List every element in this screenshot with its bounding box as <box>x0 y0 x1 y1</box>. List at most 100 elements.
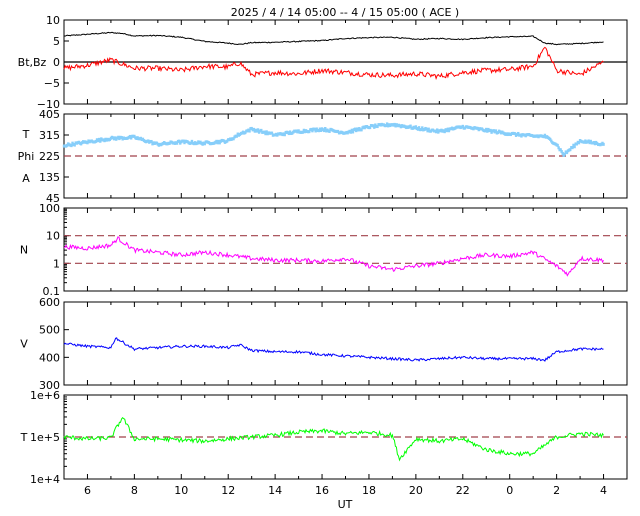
y-axis-label-3: A <box>22 172 30 185</box>
data-point <box>308 130 311 134</box>
x-tick-label: 14 <box>268 484 282 497</box>
panel-frame <box>63 207 628 292</box>
data-point <box>311 129 314 133</box>
x-tick-label: 8 <box>131 484 138 497</box>
y-tick-label: 1e+4 <box>30 473 60 486</box>
data-point <box>301 130 305 134</box>
data-point <box>563 152 566 156</box>
data-point <box>557 146 560 150</box>
data-point <box>573 145 576 149</box>
y-tick-label: 1 <box>53 257 60 270</box>
data-point <box>489 128 492 132</box>
y-tick-label: −10 <box>37 98 60 111</box>
data-point <box>360 128 363 132</box>
y-tick-label: 600 <box>39 296 60 309</box>
data-point <box>350 128 354 132</box>
data-point <box>264 132 267 136</box>
data-point <box>252 127 255 131</box>
data-point <box>372 124 375 128</box>
data-point <box>571 146 574 150</box>
data-point <box>485 127 488 131</box>
series-bt-line <box>63 31 604 46</box>
data-point <box>283 133 286 137</box>
data-point <box>270 131 274 135</box>
data-point <box>589 139 592 143</box>
data-point <box>175 141 179 145</box>
data-point <box>314 129 317 133</box>
data-point <box>65 143 69 147</box>
data-point <box>427 127 430 131</box>
y-tick-label: 225 <box>39 150 60 163</box>
y-tick-label: 0 <box>53 56 60 69</box>
x-tick-label: 0 <box>506 484 513 497</box>
x-axis-label: UT <box>338 498 353 511</box>
data-point <box>368 126 372 130</box>
data-point <box>569 148 572 152</box>
x-tick-label: 4 <box>600 484 607 497</box>
data-point <box>182 139 185 143</box>
data-point <box>317 129 321 133</box>
data-point <box>218 141 221 145</box>
data-point <box>517 131 520 135</box>
y-tick-label: 10 <box>46 14 60 27</box>
data-point <box>313 127 316 131</box>
x-tick-label: 20 <box>409 484 423 497</box>
data-point <box>575 142 578 146</box>
data-point <box>235 134 238 138</box>
data-point <box>232 137 235 141</box>
data-point <box>426 129 429 133</box>
data-point <box>328 129 331 133</box>
data-point <box>336 129 340 133</box>
data-point <box>248 129 251 133</box>
data-point <box>443 130 446 134</box>
data-point <box>86 141 89 145</box>
y-axis-label: N <box>20 244 28 257</box>
data-point <box>384 124 388 128</box>
data-point <box>445 129 448 133</box>
data-point <box>560 150 563 154</box>
x-tick-label: 12 <box>221 484 235 497</box>
series-density-line <box>63 236 604 277</box>
y-tick-label: 0.1 <box>43 285 61 298</box>
panel-speed: 600 500 400 300 V <box>20 296 628 392</box>
y-tick-label: −5 <box>44 77 60 90</box>
data-point <box>183 141 186 145</box>
data-point <box>354 129 358 133</box>
x-tick-label: 2 <box>553 484 560 497</box>
x-tick-label: 22 <box>456 484 470 497</box>
y-tick-label: 1e+5 <box>30 431 60 444</box>
data-point <box>421 126 424 130</box>
data-point <box>324 127 327 131</box>
data-point <box>73 143 76 147</box>
data-point <box>420 128 423 132</box>
panel-temperature: 1e+6 1e+5 1e+4 T <box>20 389 628 486</box>
data-point <box>177 139 181 143</box>
data-point <box>416 127 420 131</box>
data-point <box>393 122 396 126</box>
y-tick-label: 400 <box>39 351 60 364</box>
y-axis-label-2: Phi <box>18 150 35 163</box>
data-point <box>217 139 220 143</box>
data-point <box>461 124 464 128</box>
data-point <box>434 130 438 134</box>
data-point <box>446 127 450 131</box>
data-point <box>70 144 73 148</box>
data-point <box>494 129 498 133</box>
data-point <box>189 141 193 145</box>
data-point <box>319 128 323 132</box>
data-point <box>373 125 376 129</box>
data-point <box>417 126 421 130</box>
y-tick-label: 500 <box>39 324 60 337</box>
data-point <box>486 129 489 133</box>
data-point <box>561 151 564 155</box>
data-point <box>483 129 487 133</box>
data-point <box>353 127 357 131</box>
y-tick-label: 45 <box>46 192 60 205</box>
x-tick-label: 16 <box>315 484 329 497</box>
y-tick-label: 300 <box>39 379 60 392</box>
x-tick-label: 6 <box>84 484 91 497</box>
data-point <box>190 139 194 143</box>
panels: 1050−5−10Bt,Bz40531522513545TPhiA1001010… <box>18 14 628 497</box>
